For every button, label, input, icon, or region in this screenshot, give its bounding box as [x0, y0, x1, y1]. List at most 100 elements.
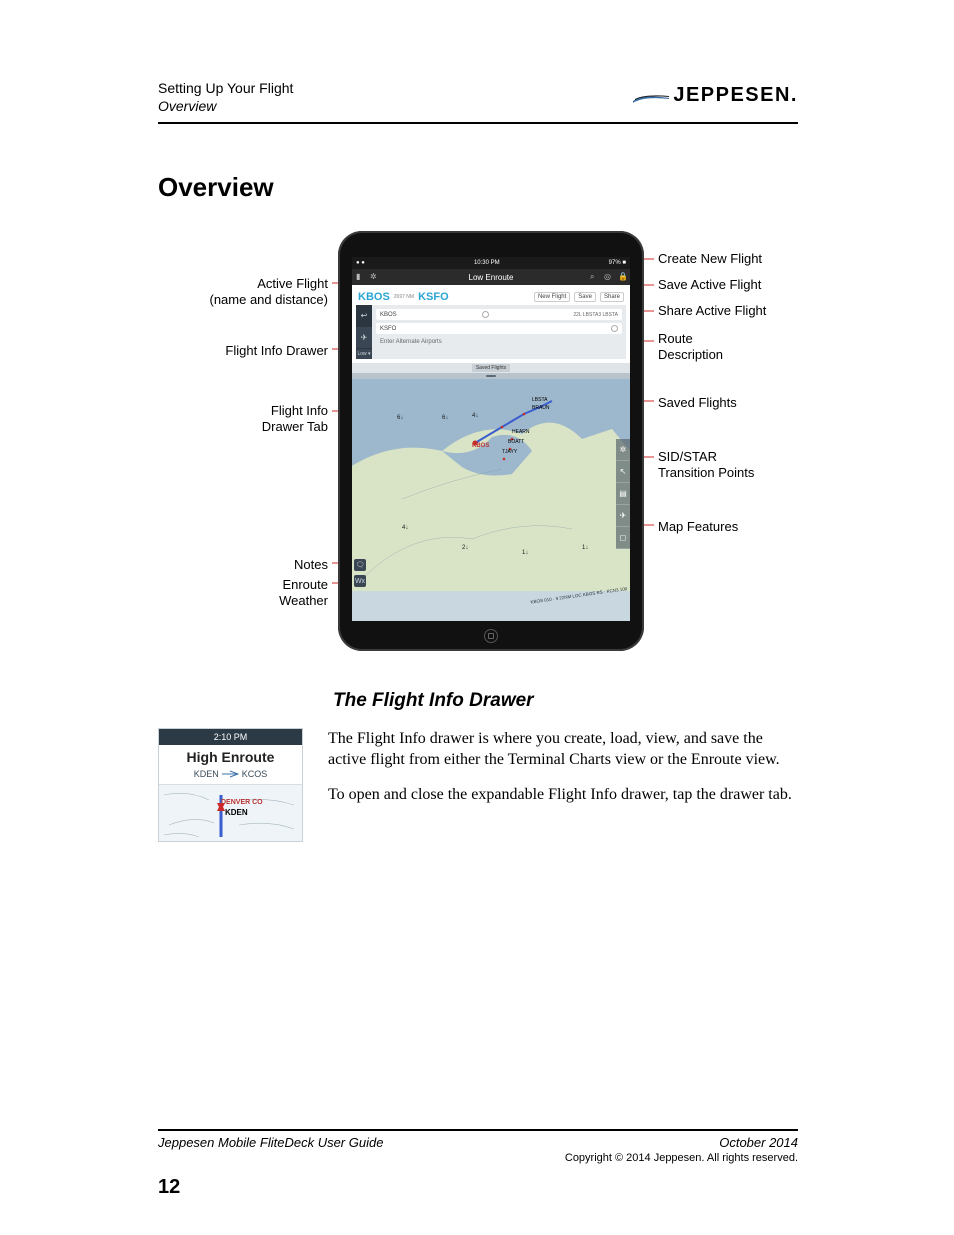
svg-text:1↓: 1↓	[582, 545, 588, 551]
drawer-header: KBOS 2697 NM KSFO New Flight Save Share	[356, 289, 626, 305]
callout-label: Flight InfoDrawer Tab	[262, 403, 328, 435]
page-footer: Jeppesen Mobile FliteDeck User Guide Oct…	[158, 1129, 798, 1199]
tile-time: 2:10 PM	[159, 729, 302, 745]
map-landmass: 6↓ 6↓ 4↓ 4↓ 2↓ 1↓ 1↓	[352, 379, 630, 591]
drawer-tab-airport[interactable]: ✈	[356, 327, 372, 349]
body-paragraph: The Flight Info drawer is where you crea…	[328, 728, 798, 770]
notes-button[interactable]: 🗨	[354, 559, 366, 571]
status-left: ● ●	[356, 260, 365, 266]
drawer-tile-example: 2:10 PM High Enroute KDEN KCOS	[158, 728, 303, 842]
tile-city-label: DENVER CO	[221, 799, 263, 806]
lock-icon[interactable]: 🔒	[618, 273, 626, 281]
map-tool-aircraft[interactable]: ✈	[616, 505, 630, 527]
jeppesen-swoosh-icon	[633, 91, 669, 103]
callout-label: Active Flight(name and distance)	[209, 276, 328, 308]
svg-text:4↓: 4↓	[402, 525, 408, 531]
footer-copyright: Copyright © 2014 Jeppesen. All rights re…	[158, 1152, 798, 1164]
drawer-chart-select[interactable]: Low ▾	[356, 349, 372, 359]
svg-text:6↓: 6↓	[397, 415, 403, 421]
drawer-side-tabs: ↩ ✈ Low ▾	[356, 305, 372, 359]
ipad-frame: ● ● 10:30 PM 97% ■ ▮ ✲ Low Enroute ⌕ ◎	[338, 231, 644, 651]
flight-info-drawer: KBOS 2697 NM KSFO New Flight Save Share	[352, 285, 630, 363]
tile-map: DENVER CO KDEN	[159, 785, 302, 841]
callout-label: RouteDescription	[658, 331, 723, 363]
map-tool-layer[interactable]: ▤	[616, 483, 630, 505]
callout-label: Save Active Flight	[658, 277, 761, 293]
ipad-screen: ● ● 10:30 PM 97% ■ ▮ ✲ Low Enroute ⌕ ◎	[352, 257, 630, 621]
saved-flights-label: Saved Flights	[472, 364, 510, 372]
map-tool-terrain[interactable]: ◻	[616, 527, 630, 549]
map-waypoint-label: BRAUN	[532, 405, 550, 411]
brand-name: JEPPESEN.	[673, 84, 798, 106]
route-distance: 2697 NM	[394, 294, 414, 300]
footer-date: October 2014	[719, 1135, 798, 1150]
map-tool-settings[interactable]: ✲	[616, 439, 630, 461]
map-waypoint-label: TJAYY	[502, 449, 517, 455]
map-waypoint-label: HEARN	[512, 429, 530, 435]
page-number: 12	[158, 1176, 798, 1199]
plane-icon	[221, 770, 239, 780]
tile-from: KDEN	[194, 769, 219, 779]
clear-icon[interactable]	[482, 311, 489, 318]
map-waypoint-label: LBSTA	[532, 397, 547, 403]
drawer-fields: KBOS 22L LBSTA3 LBSTA KSFO Enter Alterna	[372, 305, 626, 359]
destination-field[interactable]: KSFO	[376, 323, 622, 334]
brand-logo: JEPPESEN.	[633, 84, 798, 107]
tile-title: High Enroute	[159, 745, 302, 769]
ipad-home-button[interactable]	[484, 629, 498, 643]
page-title: Overview	[158, 172, 798, 203]
section-heading: The Flight Info Drawer	[333, 690, 798, 712]
callout-label: Saved Flights	[658, 395, 737, 411]
saved-flights-bar[interactable]: Saved Flights	[352, 363, 630, 373]
title-bar-title: Low Enroute	[469, 273, 514, 282]
app-title-bar: ▮ ✲ Low Enroute ⌕ ◎ 🔒	[352, 269, 630, 285]
footer-rule	[158, 1129, 798, 1131]
tile-airport-label: KDEN	[225, 808, 248, 817]
route-to: KSFO	[418, 291, 449, 303]
alternate-placeholder: Enter Alternate Airports	[380, 339, 442, 345]
overview-diagram: Active Flight(name and distance) Flight I…	[158, 231, 798, 661]
origin-value: KBOS	[380, 312, 397, 318]
map-kbos-label: KBOS	[472, 443, 489, 449]
svg-text:6↓: 6↓	[442, 415, 448, 421]
footer-guide-name: Jeppesen Mobile FliteDeck User Guide	[158, 1135, 383, 1150]
alternate-field[interactable]: Enter Alternate Airports	[376, 337, 622, 347]
status-right: 97% ■	[609, 260, 626, 266]
callout-label: Flight Info Drawer	[225, 343, 328, 359]
header-rule	[158, 122, 798, 124]
share-flight-button[interactable]: Share	[600, 292, 624, 302]
enroute-map[interactable]: 6↓ 6↓ 4↓ 4↓ 2↓ 1↓ 1↓ KBOS LBSTA BRAUN HEARN B…	[352, 379, 630, 591]
drawer-tab-route[interactable]: ↩	[356, 305, 372, 327]
map-waypoint-label: BOATT	[508, 439, 524, 445]
route-from: KBOS	[358, 291, 390, 303]
flight-info-drawer-section: The Flight Info Drawer 2:10 PM High Enro…	[158, 690, 798, 842]
bookmark-icon[interactable]: ▮	[356, 273, 364, 281]
callout-label: Share Active Flight	[658, 303, 766, 319]
callout-label: Notes	[294, 557, 328, 573]
target-icon[interactable]: ◎	[604, 273, 612, 281]
body-paragraph: To open and close the expandable Flight …	[328, 784, 798, 805]
search-icon[interactable]: ⌕	[590, 273, 598, 281]
weather-button[interactable]: Wx	[354, 575, 366, 587]
clear-icon[interactable]	[611, 325, 618, 332]
svg-text:4↓: 4↓	[472, 413, 478, 419]
callout-label: Map Features	[658, 519, 738, 535]
map-tool-nav[interactable]: ↖	[616, 461, 630, 483]
new-flight-button[interactable]: New Flight	[534, 292, 570, 302]
callout-label: SID/STARTransition Points	[658, 449, 754, 481]
callout-label: Create New Flight	[658, 251, 762, 267]
tile-route: KDEN KCOS	[159, 769, 302, 785]
status-time: 10:30 PM	[474, 260, 500, 266]
route-description: 22L LBSTA3 LBSTA	[573, 312, 618, 318]
map-feature-tools: ✲ ↖ ▤ ✈ ◻	[616, 439, 630, 549]
svg-text:2↓: 2↓	[462, 545, 468, 551]
origin-field[interactable]: KBOS 22L LBSTA3 LBSTA	[376, 309, 622, 320]
ios-status-bar: ● ● 10:30 PM 97% ■	[352, 257, 630, 269]
callout-label: EnrouteWeather	[279, 577, 328, 609]
tile-to: KCOS	[242, 769, 268, 779]
page-header: Setting Up Your Flight Overview JEPPESEN…	[158, 80, 798, 661]
svg-text:1↓: 1↓	[522, 550, 528, 556]
save-flight-button[interactable]: Save	[574, 292, 596, 302]
destination-value: KSFO	[380, 326, 396, 332]
gear-icon[interactable]: ✲	[370, 273, 378, 281]
